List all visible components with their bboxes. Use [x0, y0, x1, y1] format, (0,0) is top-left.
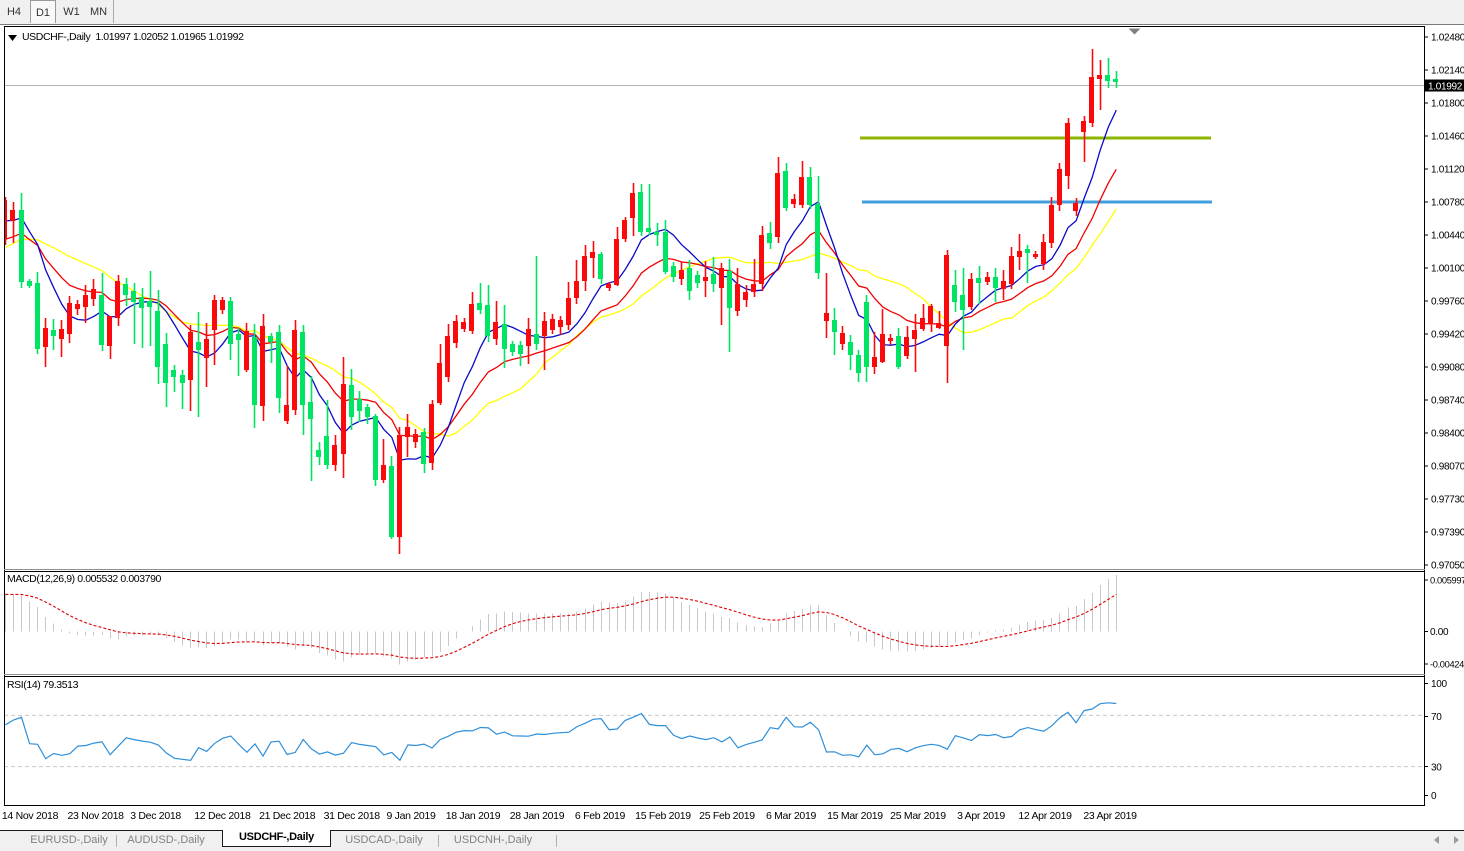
svg-text:28 Jan 2019: 28 Jan 2019 — [510, 810, 565, 822]
svg-text:0: 0 — [1431, 791, 1437, 802]
svg-text:3 Apr 2019: 3 Apr 2019 — [957, 810, 1005, 822]
svg-text:6 Feb 2019: 6 Feb 2019 — [575, 810, 626, 822]
svg-text:31 Dec 2018: 31 Dec 2018 — [324, 810, 381, 822]
svg-text:0.99760: 0.99760 — [1431, 297, 1464, 308]
svg-text:1.00780: 1.00780 — [1431, 198, 1464, 209]
svg-text:3 Dec 2018: 3 Dec 2018 — [130, 810, 181, 822]
svg-text:25 Mar 2019: 25 Mar 2019 — [890, 810, 946, 822]
svg-text:0.97390: 0.97390 — [1431, 528, 1464, 539]
svg-text:18 Jan 2019: 18 Jan 2019 — [446, 810, 501, 822]
svg-text:0.005997: 0.005997 — [1430, 576, 1464, 586]
svg-text:1.00100: 1.00100 — [1431, 264, 1464, 275]
svg-text:23 Apr 2019: 23 Apr 2019 — [1083, 810, 1137, 822]
svg-text:0.98740: 0.98740 — [1431, 396, 1464, 407]
svg-text:-0.004244: -0.004244 — [1430, 660, 1464, 670]
svg-text:0.97730: 0.97730 — [1431, 495, 1464, 506]
svg-text:1.01800: 1.01800 — [1431, 99, 1464, 110]
svg-text:23 Nov 2018: 23 Nov 2018 — [67, 810, 124, 822]
svg-text:1.01992: 1.01992 — [1428, 81, 1463, 92]
svg-text:1.02480: 1.02480 — [1431, 33, 1464, 44]
svg-text:14 Nov 2018: 14 Nov 2018 — [2, 810, 59, 822]
svg-text:0.98400: 0.98400 — [1431, 429, 1464, 440]
svg-text:1.01120: 1.01120 — [1431, 165, 1464, 176]
svg-text:6 Mar 2019: 6 Mar 2019 — [766, 810, 817, 822]
svg-text:15 Mar 2019: 15 Mar 2019 — [827, 810, 883, 822]
svg-text:12 Apr 2019: 12 Apr 2019 — [1018, 810, 1072, 822]
svg-text:70: 70 — [1431, 712, 1442, 723]
svg-text:1.02140: 1.02140 — [1431, 66, 1464, 77]
svg-text:0.97050: 0.97050 — [1431, 561, 1464, 572]
svg-text:1.00440: 1.00440 — [1431, 231, 1464, 242]
svg-text:25 Feb 2019: 25 Feb 2019 — [699, 810, 755, 822]
svg-text:12 Dec 2018: 12 Dec 2018 — [194, 810, 251, 822]
svg-text:15 Feb 2019: 15 Feb 2019 — [635, 810, 691, 822]
svg-text:100: 100 — [1431, 679, 1448, 690]
svg-text:1.01460: 1.01460 — [1431, 132, 1464, 143]
svg-text:9 Jan 2019: 9 Jan 2019 — [387, 810, 436, 822]
svg-text:21 Dec 2018: 21 Dec 2018 — [259, 810, 316, 822]
svg-text:0.00: 0.00 — [1430, 627, 1449, 638]
svg-text:0.98070: 0.98070 — [1431, 462, 1464, 473]
svg-text:0.99080: 0.99080 — [1431, 363, 1464, 374]
svg-text:0.99420: 0.99420 — [1431, 330, 1464, 341]
svg-text:30: 30 — [1431, 762, 1442, 773]
